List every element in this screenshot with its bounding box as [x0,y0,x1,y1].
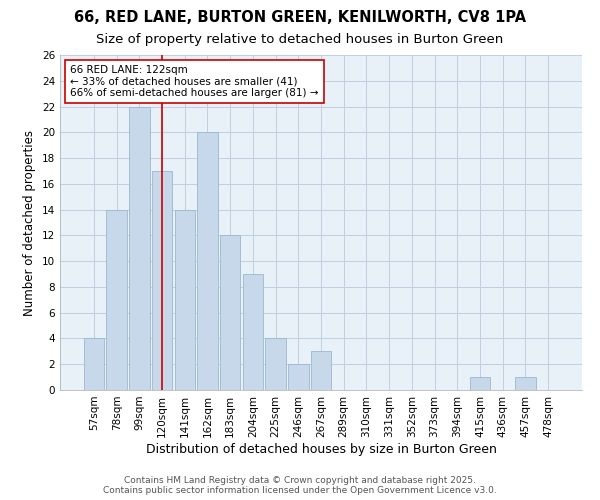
Bar [175,210,195,390]
Bar [106,210,127,390]
Bar [470,377,490,390]
Bar [197,132,218,390]
Bar [242,274,263,390]
Text: 66 RED LANE: 122sqm
← 33% of detached houses are smaller (41)
66% of semi-detach: 66 RED LANE: 122sqm ← 33% of detached ho… [70,65,319,98]
X-axis label: Distribution of detached houses by size in Burton Green: Distribution of detached houses by size … [146,442,496,456]
Bar [220,236,241,390]
Bar [288,364,308,390]
Bar [311,352,331,390]
Bar [265,338,286,390]
Text: 66, RED LANE, BURTON GREEN, KENILWORTH, CV8 1PA: 66, RED LANE, BURTON GREEN, KENILWORTH, … [74,10,526,25]
Bar [152,171,172,390]
Bar [129,106,149,390]
Text: Size of property relative to detached houses in Burton Green: Size of property relative to detached ho… [97,32,503,46]
Bar [515,377,536,390]
Bar [84,338,104,390]
Text: Contains HM Land Registry data © Crown copyright and database right 2025.
Contai: Contains HM Land Registry data © Crown c… [103,476,497,495]
Y-axis label: Number of detached properties: Number of detached properties [23,130,37,316]
